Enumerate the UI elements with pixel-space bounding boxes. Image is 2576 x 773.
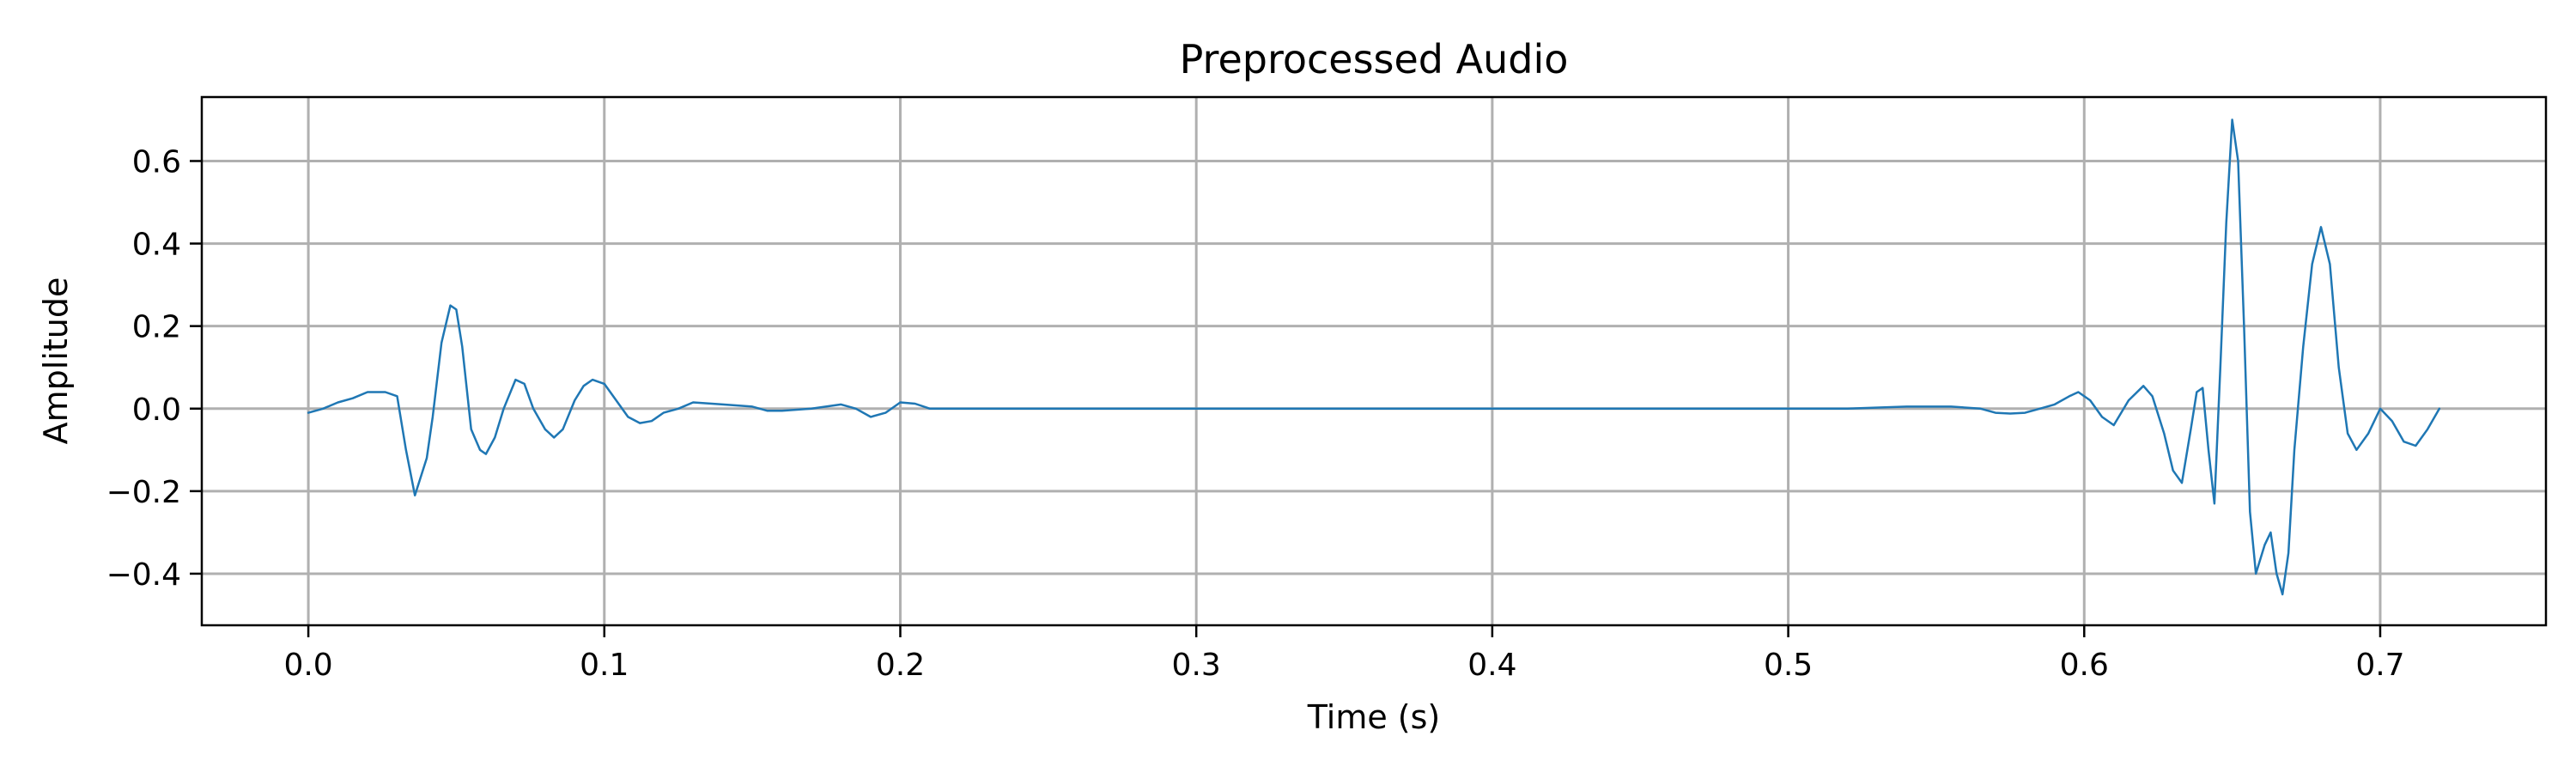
y-tick-label: 0.0 xyxy=(132,393,181,428)
x-tick-label: 0.6 xyxy=(2060,648,2109,683)
x-tick-label: 0.1 xyxy=(580,648,629,683)
grid-lines xyxy=(202,97,2546,625)
x-tick-label: 0.7 xyxy=(2355,648,2404,683)
x-tick-label: 0.5 xyxy=(1764,648,1813,683)
audio-waveform-line xyxy=(307,119,2441,596)
y-tick-label: −0.4 xyxy=(106,557,181,593)
x-tick-label: 0.0 xyxy=(283,648,332,683)
chart-title: Preprocessed Audio xyxy=(1180,36,1569,82)
y-tick-label: 0.2 xyxy=(132,310,181,345)
x-tick-label: 0.4 xyxy=(1467,648,1516,683)
y-axis-label: Amplitude xyxy=(37,277,75,445)
data-series xyxy=(307,119,2441,596)
y-tick-label: 0.6 xyxy=(132,144,181,180)
x-axis-label: Time (s) xyxy=(1307,698,1441,736)
x-tick-label: 0.2 xyxy=(876,648,925,683)
y-tick-label: −0.2 xyxy=(106,475,181,510)
plot-frame xyxy=(200,95,2548,627)
x-tick-label: 0.3 xyxy=(1172,648,1221,683)
axis-ticks: 0.0 0.1 0.2 0.3 0.4 0.5 0.6 0.7 −0.4 −0.2 0.0 0.2 0.… xyxy=(106,144,2405,683)
y-tick-label: 0.4 xyxy=(132,228,181,263)
